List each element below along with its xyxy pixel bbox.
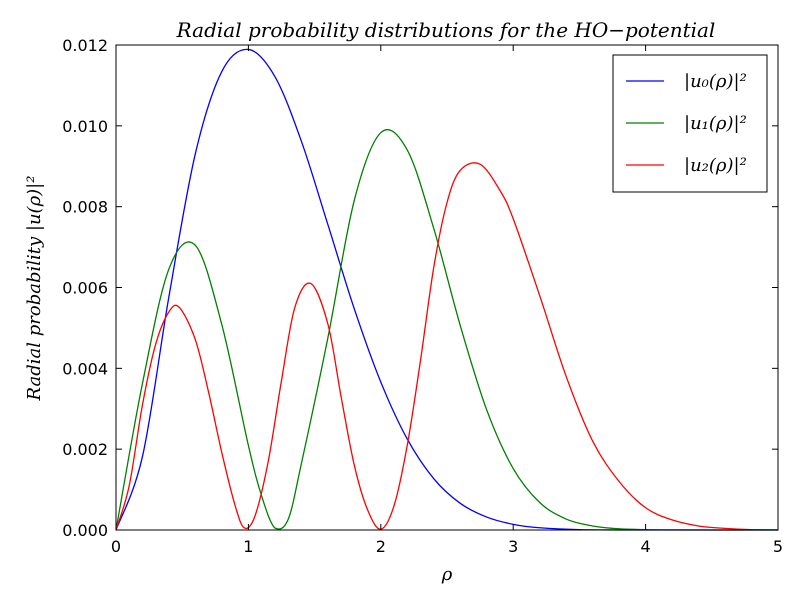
y-tick-label: 0.010	[62, 117, 108, 136]
y-tick-label: 0.000	[62, 521, 108, 540]
chart-title: Radial probability distributions for the…	[176, 18, 716, 42]
series-line-2	[115, 162, 779, 531]
x-tick-label: 1	[243, 537, 253, 556]
plot-lines	[115, 48, 779, 531]
legend-label-0: |u₀(ρ)|²	[684, 71, 747, 92]
y-tick-label: 0.012	[62, 36, 108, 55]
series-line-0	[115, 48, 778, 531]
y-tick-label: 0.004	[62, 359, 108, 378]
series-line-1	[115, 129, 779, 531]
y-tick-label: 0.006	[62, 279, 108, 298]
legend-label-2: |u₂(ρ)|²	[684, 155, 747, 176]
y-tick-label: 0.008	[62, 198, 108, 217]
y-tick-label: 0.002	[62, 440, 108, 459]
y-axis-ticks: 0.000 0.002 0.004 0.006 0.008 0.010 0.012	[62, 36, 778, 540]
x-tick-label: 4	[641, 537, 651, 556]
x-tick-label: 0	[111, 537, 121, 556]
legend-label-1: |u₁(ρ)|²	[684, 113, 747, 134]
x-tick-label: 2	[376, 537, 386, 556]
x-axis-label: ρ	[441, 564, 453, 585]
x-tick-label: 5	[773, 537, 783, 556]
legend: |u₀(ρ)|² |u₁(ρ)|² |u₂(ρ)|²	[612, 54, 768, 193]
y-axis-label: Radial probability |u(ρ)|²	[24, 176, 45, 402]
x-axis-ticks: 0 1 2 3 4 5	[111, 45, 783, 556]
x-tick-label: 3	[508, 537, 518, 556]
